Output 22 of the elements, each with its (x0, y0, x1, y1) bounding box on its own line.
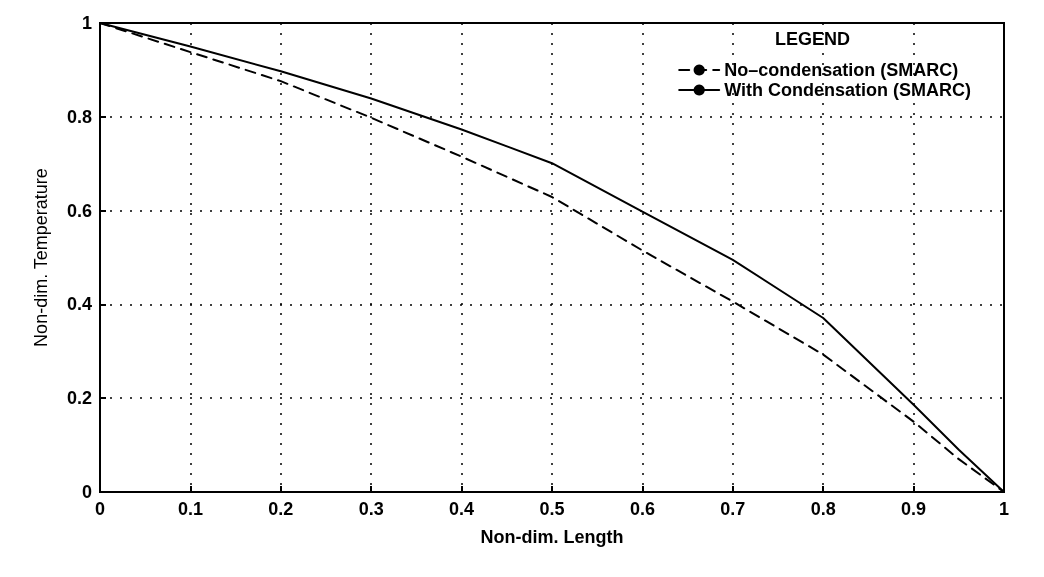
y-tick-label: 0.4 (66, 294, 92, 315)
y-tick-label: 1 (81, 13, 92, 33)
legend-label: No–condensation (SMARC) (724, 60, 959, 80)
x-tick-label: 1 (998, 499, 1010, 519)
legend-title: LEGEND (774, 29, 851, 49)
y-axis-title: Non-dim. Temperature (31, 168, 51, 347)
y-tick-label: 0.6 (66, 200, 92, 221)
x-tick-label: 0 (94, 499, 106, 519)
legend-label: With Condensation (SMARC) (724, 80, 972, 100)
x-tick-label: 0.7 (720, 499, 746, 519)
x-tick-label: 0.5 (539, 499, 565, 519)
x-tick-label: 0.9 (901, 499, 927, 519)
y-tick-label: 0.2 (66, 388, 92, 409)
y-tick-label: 0.8 (66, 106, 92, 127)
x-tick-label: 0.1 (177, 499, 203, 519)
x-tick-label: 0.6 (629, 499, 655, 519)
y-tick-label: 0 (81, 482, 92, 502)
x-tick-label: 0.2 (268, 499, 294, 519)
x-axis-title: Non-dim. Length (480, 527, 624, 547)
x-tick-label: 0.4 (449, 499, 475, 519)
x-tick-label: 0.8 (810, 499, 836, 519)
x-tick-label: 0.3 (358, 499, 384, 519)
